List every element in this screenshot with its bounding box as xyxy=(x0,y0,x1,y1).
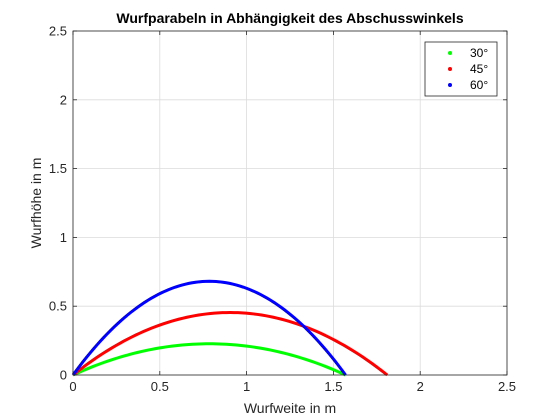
ticks: 0 0.5 1 1.5 2 2.5 0 0.5 1 1.5 2 2.5 xyxy=(49,24,516,395)
x-tick-label: 2 xyxy=(417,379,424,394)
legend-label-1: 45° xyxy=(470,62,488,76)
series-layer xyxy=(71,279,389,377)
legend-box xyxy=(424,41,498,97)
series-line-0 xyxy=(72,342,347,377)
y-tick-label: 1.5 xyxy=(49,161,67,176)
x-tick-label: 1.5 xyxy=(324,379,342,394)
legend: 30° 45° 60° xyxy=(424,41,498,97)
legend-marker-0 xyxy=(448,51,452,55)
x-tick-label: 0 xyxy=(69,379,76,394)
series-line-2 xyxy=(71,279,347,376)
legend-label-0: 30° xyxy=(470,46,488,60)
y-axis-label: Wurfhöhe in m xyxy=(28,158,44,249)
legend-marker-2 xyxy=(448,83,452,87)
legend-marker-1 xyxy=(448,67,452,71)
y-tick-label: 1 xyxy=(60,230,67,245)
y-tick-label: 2 xyxy=(60,92,67,107)
y-tick-label: 2.5 xyxy=(49,24,67,39)
x-tick-label: 1 xyxy=(243,379,250,394)
series-line-1 xyxy=(72,311,389,377)
x-axis-label: Wurfweite in m xyxy=(244,400,336,416)
x-tick-label: 0.5 xyxy=(151,379,169,394)
legend-label-2: 60° xyxy=(470,78,488,92)
x-tick-label: 2.5 xyxy=(498,379,516,394)
y-tick-label: 0.5 xyxy=(49,299,67,314)
y-tick-label: 0 xyxy=(60,368,67,383)
plot-frame xyxy=(72,30,508,376)
chart-title: Wurfparabeln in Abhängigkeit des Abschus… xyxy=(116,10,463,26)
